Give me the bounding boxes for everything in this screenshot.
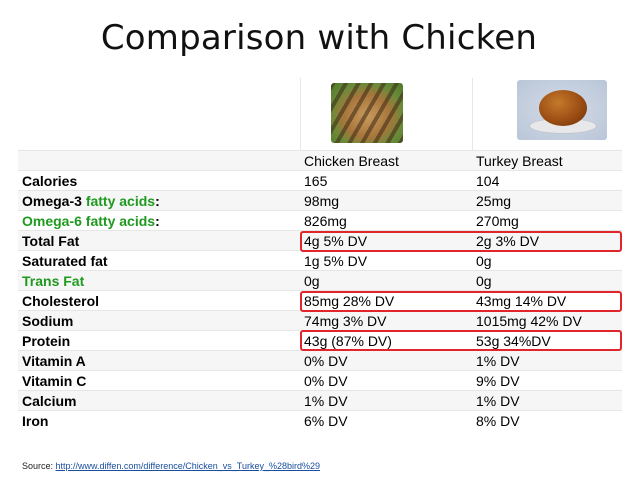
source-citation: Source: http://www.diffen.com/difference…: [22, 461, 320, 471]
label-prefix: Omega-3: [22, 192, 86, 209]
turkey-value: 53g 34%DV: [472, 330, 622, 351]
label-green-text: fatty acids: [85, 192, 156, 209]
table-row: Omega-3 fatty acids: 98mg 25mg: [18, 190, 622, 211]
table-row: Vitamin A 0% DV 1% DV: [18, 350, 622, 371]
turkey-value: 0g: [472, 270, 622, 291]
chicken-value: 43g (87% DV): [300, 330, 472, 351]
row-label: Trans Fat: [18, 270, 300, 291]
turkey-value: 0g: [472, 250, 622, 271]
roast-turkey-photo: [517, 80, 607, 140]
table-row: Sodium 74mg 3% DV 1015mg 42% DV: [18, 310, 622, 331]
turkey-shape: [539, 90, 587, 126]
row-label: Vitamin C: [18, 370, 300, 391]
table-row: Protein 43g (87% DV) 53g 34%DV: [18, 330, 622, 351]
header-turkey-breast: Turkey Breast: [472, 150, 622, 171]
turkey-value: 25mg: [472, 190, 622, 211]
turkey-value: 9% DV: [472, 370, 622, 391]
label-green-text: Trans Fat: [22, 272, 85, 289]
highlight-box-total-fat: [300, 231, 622, 252]
row-label: Sodium: [18, 310, 300, 331]
label-green-text: Omega-6 fatty acids: [22, 212, 156, 229]
turkey-value: 8% DV: [472, 410, 622, 430]
turkey-value: 104: [472, 170, 622, 191]
chicken-value: 0% DV: [300, 370, 472, 391]
table-header-row: Chicken Breast Turkey Breast: [18, 150, 622, 171]
slide-title: Comparison with Chicken: [100, 18, 538, 58]
chicken-value: 1g 5% DV: [300, 250, 472, 271]
nutrition-comparison-table: Chicken Breast Turkey Breast Calories 16…: [18, 150, 622, 430]
header-cell-empty: [18, 150, 300, 171]
table-row: Total Fat 4g 5% DV 2g 3% DV: [18, 230, 622, 251]
row-label: Vitamin A: [18, 350, 300, 371]
chicken-value: 0% DV: [300, 350, 472, 371]
turkey-image-cell: [472, 78, 623, 150]
turkey-value: 2g 3% DV: [472, 230, 622, 251]
table-row: Trans Fat 0g 0g: [18, 270, 622, 291]
chicken-value: 0g: [300, 270, 472, 291]
image-row: [18, 78, 622, 150]
source-link[interactable]: http://www.diffen.com/difference/Chicken…: [55, 461, 321, 471]
chicken-value: 165: [300, 170, 472, 191]
highlight-box-protein: [300, 330, 622, 351]
turkey-value: 1015mg 42% DV: [472, 310, 622, 331]
row-label: Saturated fat: [18, 250, 300, 271]
chicken-value: 98mg: [300, 190, 472, 211]
table-row: Calcium 1% DV 1% DV: [18, 390, 622, 411]
table-row: Calories 165 104: [18, 170, 622, 191]
highlight-box-cholesterol: [300, 291, 622, 312]
row-label: Omega-6 fatty acids:: [18, 210, 300, 231]
chicken-value: 826mg: [300, 210, 472, 231]
turkey-value: 1% DV: [472, 390, 622, 411]
table-row: Iron 6% DV 8% DV: [18, 410, 622, 430]
table-row: Vitamin C 0% DV 9% DV: [18, 370, 622, 391]
label-suffix: :: [155, 212, 160, 229]
row-label: Iron: [18, 410, 300, 430]
table-row: Omega-6 fatty acids: 826mg 270mg: [18, 210, 622, 231]
row-label: Cholesterol: [18, 290, 300, 311]
header-chicken-breast: Chicken Breast: [300, 150, 472, 171]
chicken-value: 74mg 3% DV: [300, 310, 472, 331]
chicken-value: 6% DV: [300, 410, 472, 430]
source-label: Source:: [22, 461, 56, 471]
row-label: Calcium: [18, 390, 300, 411]
row-label: Omega-3 fatty acids:: [18, 190, 300, 211]
row-label: Protein: [18, 330, 300, 351]
grilled-chicken-breast-photo: [331, 83, 403, 143]
row-label: Calories: [18, 170, 300, 191]
chicken-image-cell: [300, 78, 473, 150]
label-suffix: :: [155, 192, 160, 209]
chicken-value: 1% DV: [300, 390, 472, 411]
turkey-value: 270mg: [472, 210, 622, 231]
table-row: Saturated fat 1g 5% DV 0g: [18, 250, 622, 271]
turkey-value: 1% DV: [472, 350, 622, 371]
row-label: Total Fat: [18, 230, 300, 251]
